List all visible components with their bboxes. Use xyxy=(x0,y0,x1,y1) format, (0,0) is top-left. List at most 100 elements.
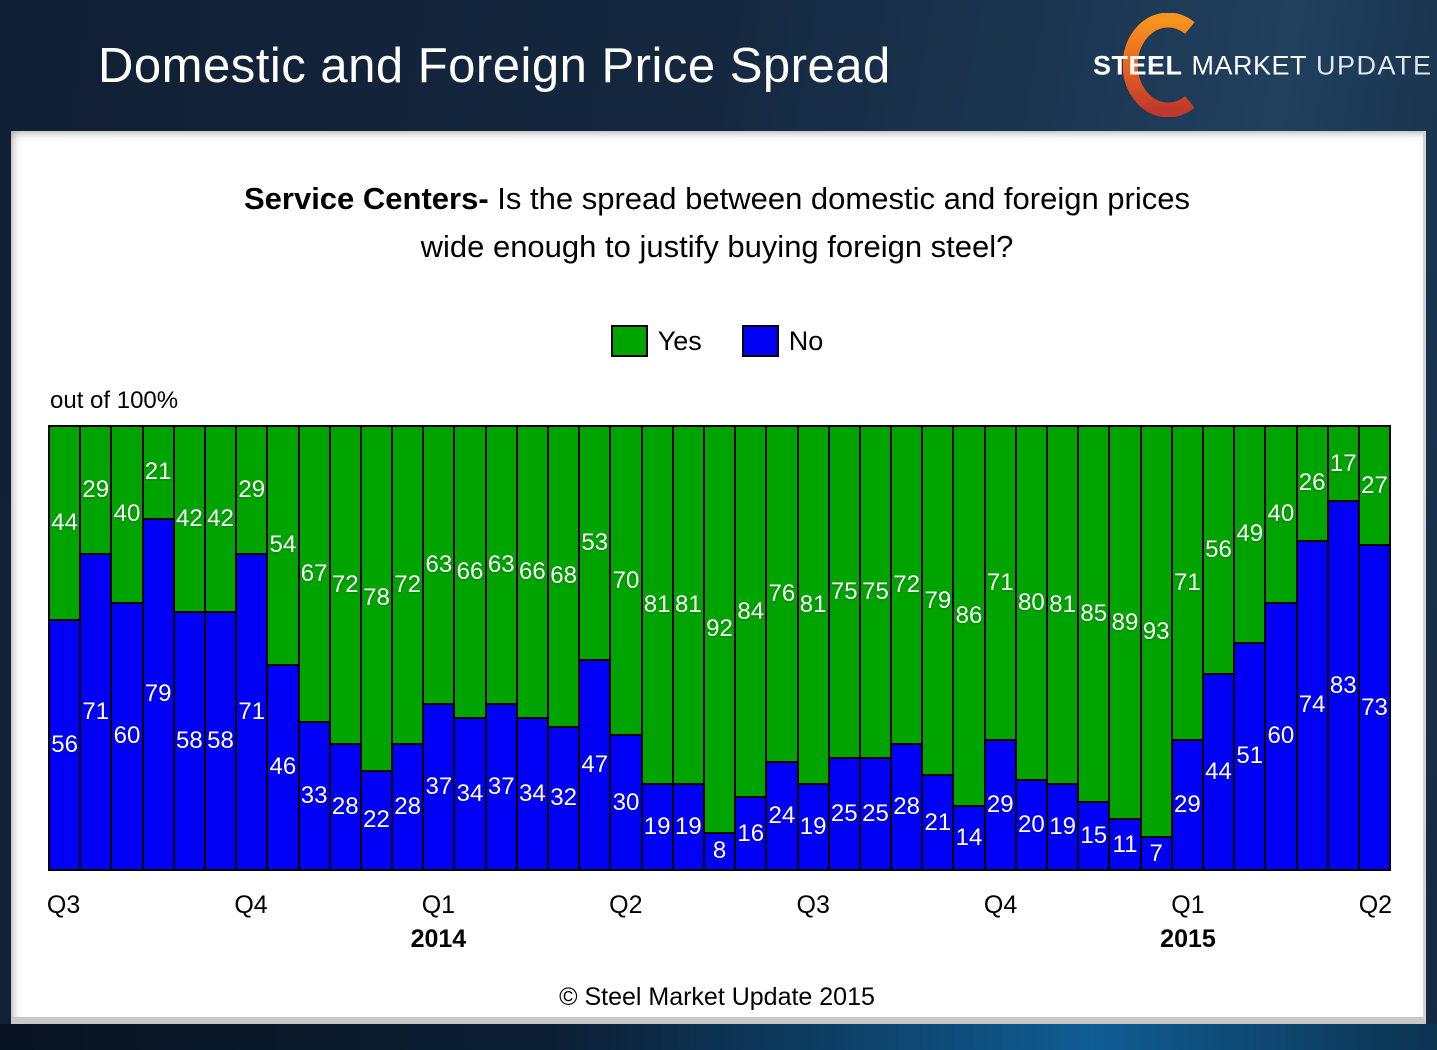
yes-value-label: 92 xyxy=(706,615,733,643)
bar-33: 81 19 xyxy=(1048,427,1080,869)
bar-29: 79 21 xyxy=(923,427,955,869)
yes-value-label: 17 xyxy=(1329,449,1357,477)
yes-segment: 75 xyxy=(829,427,859,759)
legend-yes-swatch xyxy=(610,325,648,357)
x-tick-label: Q2 xyxy=(609,891,643,919)
yes-value-label: 75 xyxy=(830,577,858,605)
no-value-label: 37 xyxy=(425,773,453,801)
no-value-label: 58 xyxy=(175,726,203,754)
yes-segment: 68 xyxy=(549,427,579,728)
bar-14: 66 34 xyxy=(455,427,487,869)
yes-value-label: 72 xyxy=(893,571,920,599)
yes-segment: 93 xyxy=(1141,427,1171,839)
bar-1: 44 56 xyxy=(50,427,82,869)
year-label: 2014 xyxy=(410,925,467,953)
yes-segment: 67 xyxy=(299,427,329,724)
no-value-label: 21 xyxy=(924,808,952,836)
bar-5: 42 58 xyxy=(174,427,206,869)
yes-segment: 84 xyxy=(736,427,766,799)
x-tick-label: Q3 xyxy=(796,891,830,919)
yes-value-label: 72 xyxy=(331,571,359,599)
yes-value-label: 29 xyxy=(82,476,110,504)
yes-segment: 81 xyxy=(642,427,672,786)
no-value-label: 51 xyxy=(1236,742,1264,770)
x-tick-label: Q4 xyxy=(983,891,1018,919)
bar-4: 21 79 xyxy=(143,427,175,869)
yes-segment: 89 xyxy=(1110,427,1140,821)
yes-value-label: 26 xyxy=(1298,469,1326,497)
no-segment: 25 xyxy=(860,758,891,869)
no-segment: 16 xyxy=(736,798,766,869)
yes-value-label: 81 xyxy=(643,591,671,618)
bar-28: 72 28 xyxy=(892,427,924,869)
yes-value-label: 27 xyxy=(1361,471,1388,499)
no-value-label: 73 xyxy=(1361,693,1388,721)
yes-value-label: 84 xyxy=(737,597,765,625)
no-segment: 51 xyxy=(1235,643,1265,869)
no-value-label: 34 xyxy=(519,779,546,807)
bar-34: 85 15 xyxy=(1079,427,1111,869)
yes-segment: 26 xyxy=(1297,427,1327,542)
steel-market-update-logo: STEEL MARKET UPDATE xyxy=(1079,0,1431,131)
yes-value-label: 49 xyxy=(1236,520,1264,548)
page-title: Domestic and Foreign Price Spread xyxy=(98,38,891,93)
header: Domestic and Foreign Price Spread STEEL M… xyxy=(0,0,1437,131)
bar-25: 81 19 xyxy=(798,427,830,869)
no-value-label: 19 xyxy=(799,813,827,840)
yes-value-label: 29 xyxy=(238,476,266,504)
yes-segment: 72 xyxy=(393,427,423,746)
bar-31: 71 29 xyxy=(985,427,1017,869)
yes-segment: 66 xyxy=(455,427,485,719)
legend-no-swatch xyxy=(741,325,779,357)
no-value-label: 25 xyxy=(862,799,889,827)
yes-segment: 29 xyxy=(81,427,111,556)
legend-no-label: No xyxy=(788,325,824,356)
yes-value-label: 53 xyxy=(581,529,609,557)
yes-value-label: 78 xyxy=(363,584,390,612)
bar-37: 71 29 xyxy=(1172,427,1204,869)
no-value-label: 56 xyxy=(51,731,78,759)
no-segment: 34 xyxy=(455,718,485,869)
no-segment: 19 xyxy=(798,785,828,869)
no-segment: 47 xyxy=(580,661,610,869)
no-value-label: 11 xyxy=(1112,830,1138,858)
no-value-label: 71 xyxy=(238,698,266,726)
chart-title: Service Centers- Is the spread between d… xyxy=(11,175,1423,271)
bar-24: 76 24 xyxy=(767,427,799,869)
no-value-label: 79 xyxy=(144,680,172,708)
yes-segment: 70 xyxy=(611,427,641,737)
bar-3: 40 60 xyxy=(112,427,144,869)
bar-21: 81 19 xyxy=(673,427,705,869)
chart-title-line1: Service Centers- Is the spread between d… xyxy=(11,175,1423,223)
bar-26: 75 25 xyxy=(829,427,861,869)
bar-23: 84 16 xyxy=(736,427,768,869)
no-segment: 22 xyxy=(361,771,392,869)
bar-16: 66 34 xyxy=(517,427,549,869)
no-value-label: 29 xyxy=(986,790,1014,818)
no-segment: 58 xyxy=(174,612,204,869)
no-value-label: 32 xyxy=(550,784,577,812)
no-segment: 56 xyxy=(50,621,80,869)
no-segment: 71 xyxy=(237,555,267,869)
yes-segment: 56 xyxy=(1203,427,1234,675)
no-segment: 58 xyxy=(205,612,236,869)
no-segment: 11 xyxy=(1110,820,1140,869)
yes-value-label: 75 xyxy=(862,577,889,605)
no-value-label: 28 xyxy=(331,793,359,821)
no-value-label: 33 xyxy=(300,782,328,810)
bar-17: 68 32 xyxy=(549,427,581,869)
copyright: © Steel Market Update 2015 xyxy=(559,983,875,1011)
no-value-label: 34 xyxy=(456,779,484,807)
no-value-label: 60 xyxy=(1267,722,1295,750)
yes-segment: 21 xyxy=(143,427,173,520)
yes-segment: 54 xyxy=(268,427,298,666)
bar-7: 29 71 xyxy=(237,427,269,869)
logo-word-steel: STEEL xyxy=(1093,50,1183,80)
no-value-label: 44 xyxy=(1205,757,1232,785)
no-value-label: 16 xyxy=(737,819,765,847)
axis-note: out of 100% xyxy=(50,387,179,414)
no-segment: 24 xyxy=(767,762,797,869)
yes-segment: 44 xyxy=(50,427,80,622)
yes-segment: 71 xyxy=(985,427,1015,741)
